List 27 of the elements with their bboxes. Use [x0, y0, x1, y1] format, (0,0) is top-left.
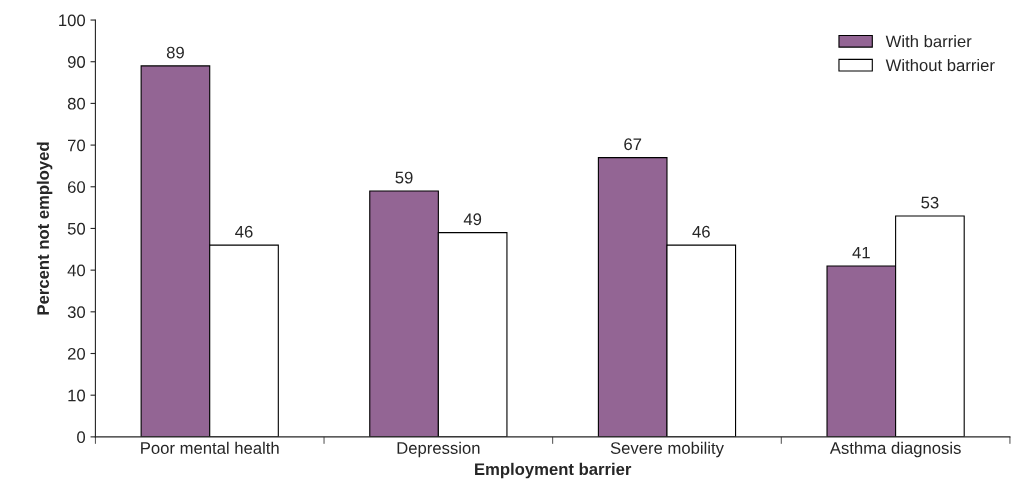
data-label: 67 — [624, 138, 642, 151]
data-label: 53 — [921, 196, 939, 209]
y-tick-label: 100 — [59, 14, 86, 27]
legend-label: With barrier — [885, 35, 972, 48]
y-tick-label: 70 — [68, 139, 86, 152]
data-label: 46 — [235, 225, 253, 238]
y-tick-label: 0 — [77, 431, 86, 444]
data-label: 46 — [692, 225, 710, 238]
y-axis-title: Percent not employed — [36, 142, 53, 315]
x-tick-label: Depression — [397, 441, 480, 458]
data-label: 59 — [395, 171, 413, 184]
y-tick-label: 10 — [68, 389, 86, 402]
data-label: 89 — [166, 46, 184, 59]
data-label: 41 — [852, 246, 870, 259]
y-tick-label: 30 — [67, 306, 86, 319]
data-label: 49 — [463, 213, 482, 226]
x-tick-label: Poor mental health — [141, 441, 279, 454]
x-tick-label: Severe mobility — [610, 441, 724, 458]
y-tick-label: 60 — [68, 181, 86, 193]
y-tick-label: 40 — [67, 264, 86, 277]
y-tick-label: 20 — [67, 347, 86, 360]
x-tick-label: Asthma diagnosis — [829, 441, 961, 458]
legend-label: Without barrier — [885, 58, 995, 72]
y-tick-label: 50 — [67, 222, 86, 235]
y-tick-label: 90 — [67, 56, 86, 68]
y-tick-label: 80 — [67, 97, 86, 110]
x-axis-title: Employment barrier — [475, 462, 632, 479]
